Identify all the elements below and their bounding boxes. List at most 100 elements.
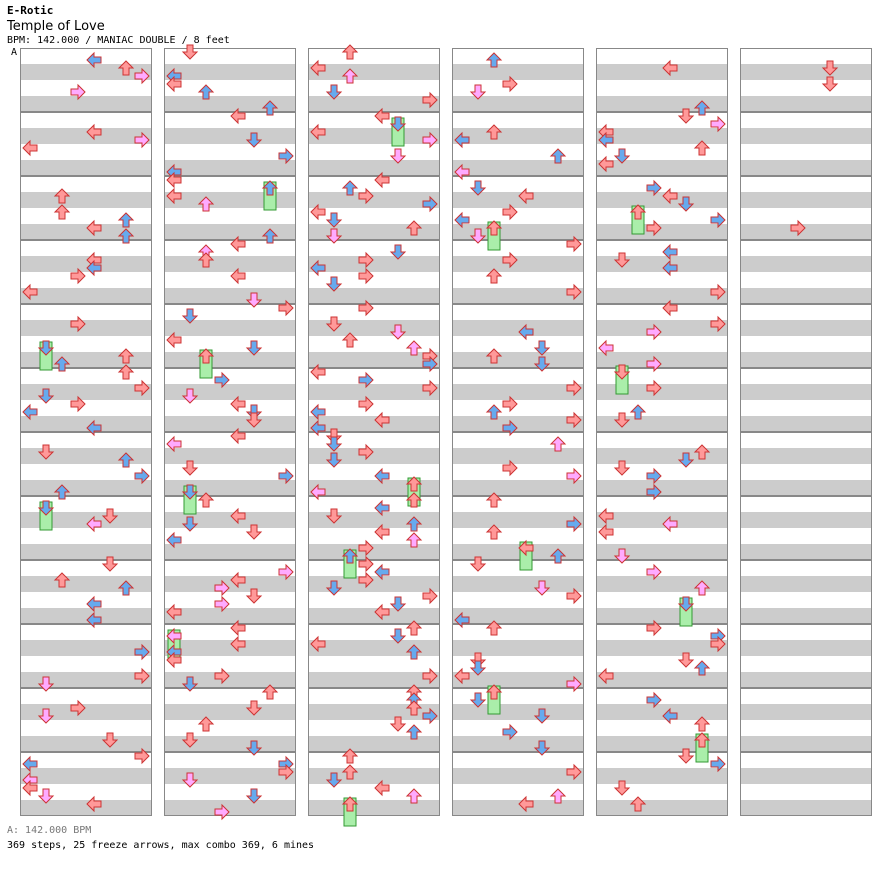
right-arrow-icon (422, 91, 438, 109)
up-arrow-icon (53, 204, 71, 220)
measure-box (740, 496, 872, 560)
right-arrow-icon (422, 379, 438, 397)
up-arrow-icon (693, 444, 711, 460)
up-arrow-icon (117, 580, 135, 596)
measure-box (20, 688, 152, 752)
measure-box (308, 112, 440, 176)
measure-box (164, 48, 296, 112)
right-arrow-icon (358, 187, 374, 205)
left-arrow-icon (310, 635, 326, 653)
down-arrow-icon (325, 84, 343, 100)
measure-box (164, 752, 296, 816)
down-arrow-icon (245, 412, 263, 428)
measure-box (596, 624, 728, 688)
measure-box (164, 688, 296, 752)
left-arrow-icon (230, 635, 246, 653)
measure-stripe (164, 128, 296, 144)
measure-box (164, 624, 296, 688)
up-arrow-icon (405, 516, 423, 532)
left-arrow-icon (374, 523, 390, 541)
measure-stripe (740, 256, 872, 272)
measure-box (164, 304, 296, 368)
song-title: Temple of Love (7, 19, 105, 34)
right-arrow-icon (646, 619, 662, 637)
left-arrow-icon (230, 619, 246, 637)
measure-box (740, 240, 872, 304)
measure-stripe (20, 416, 152, 432)
left-arrow-icon (22, 139, 38, 157)
up-arrow-icon (405, 476, 423, 492)
down-arrow-icon (469, 180, 487, 196)
artist-name: E-Rotic (7, 4, 54, 17)
up-arrow-icon (549, 788, 567, 804)
measure-stripe (164, 768, 296, 784)
measure-stripe (164, 256, 296, 272)
measure-box (164, 560, 296, 624)
left-arrow-icon (374, 171, 390, 189)
measure-stripe (308, 448, 440, 464)
measure-stripe (164, 352, 296, 368)
up-arrow-icon (693, 140, 711, 156)
down-arrow-icon (389, 324, 407, 340)
up-arrow-icon (549, 148, 567, 164)
left-arrow-icon (454, 611, 470, 629)
measure-stripe (164, 704, 296, 720)
measure-box (452, 112, 584, 176)
down-arrow-icon (613, 460, 631, 476)
left-arrow-icon (598, 667, 614, 685)
chart-stats: 369 steps, 25 freeze arrows, max combo 3… (7, 840, 315, 851)
up-arrow-icon (261, 180, 279, 196)
measure-stripe (452, 672, 584, 688)
measure-stripe (308, 672, 440, 688)
measure-stripe (20, 64, 152, 80)
down-arrow-icon (533, 740, 551, 756)
down-arrow-icon (469, 84, 487, 100)
measure-stripe (452, 384, 584, 400)
measure-box (740, 48, 872, 112)
measure-stripe (452, 544, 584, 560)
measure-box (308, 304, 440, 368)
measure-box (164, 432, 296, 496)
down-arrow-icon (245, 588, 263, 604)
measure-stripe (452, 224, 584, 240)
left-arrow-icon (230, 571, 246, 589)
measure-box (452, 752, 584, 816)
right-arrow-icon (566, 675, 582, 693)
left-arrow-icon (230, 427, 246, 445)
measure-stripe (452, 288, 584, 304)
measure-stripe (164, 608, 296, 624)
right-arrow-icon (134, 667, 150, 685)
up-arrow-icon (405, 644, 423, 660)
down-arrow-icon (677, 652, 695, 668)
left-arrow-icon (86, 123, 102, 141)
left-arrow-icon (454, 667, 470, 685)
right-arrow-icon (502, 395, 518, 413)
right-arrow-icon (358, 395, 374, 413)
left-arrow-icon (662, 515, 678, 533)
measure-box (308, 752, 440, 816)
left-arrow-icon (310, 403, 326, 421)
down-arrow-icon (101, 556, 119, 572)
measure-stripe (164, 160, 296, 176)
down-arrow-icon (37, 340, 55, 356)
up-arrow-icon (261, 228, 279, 244)
right-arrow-icon (566, 467, 582, 485)
right-arrow-icon (566, 283, 582, 301)
measure-stripe (596, 160, 728, 176)
measure-stripe (452, 512, 584, 528)
measure-stripe (308, 800, 440, 816)
up-arrow-icon (549, 436, 567, 452)
measure-stripe (740, 480, 872, 496)
up-arrow-icon (197, 84, 215, 100)
measure-stripe (596, 256, 728, 272)
left-arrow-icon (310, 59, 326, 77)
measure-stripe (452, 416, 584, 432)
up-arrow-icon (261, 684, 279, 700)
right-arrow-icon (566, 379, 582, 397)
down-arrow-icon (389, 596, 407, 612)
down-arrow-icon (325, 452, 343, 468)
measure-box (452, 48, 584, 112)
left-arrow-icon (230, 507, 246, 525)
right-arrow-icon (358, 539, 374, 557)
